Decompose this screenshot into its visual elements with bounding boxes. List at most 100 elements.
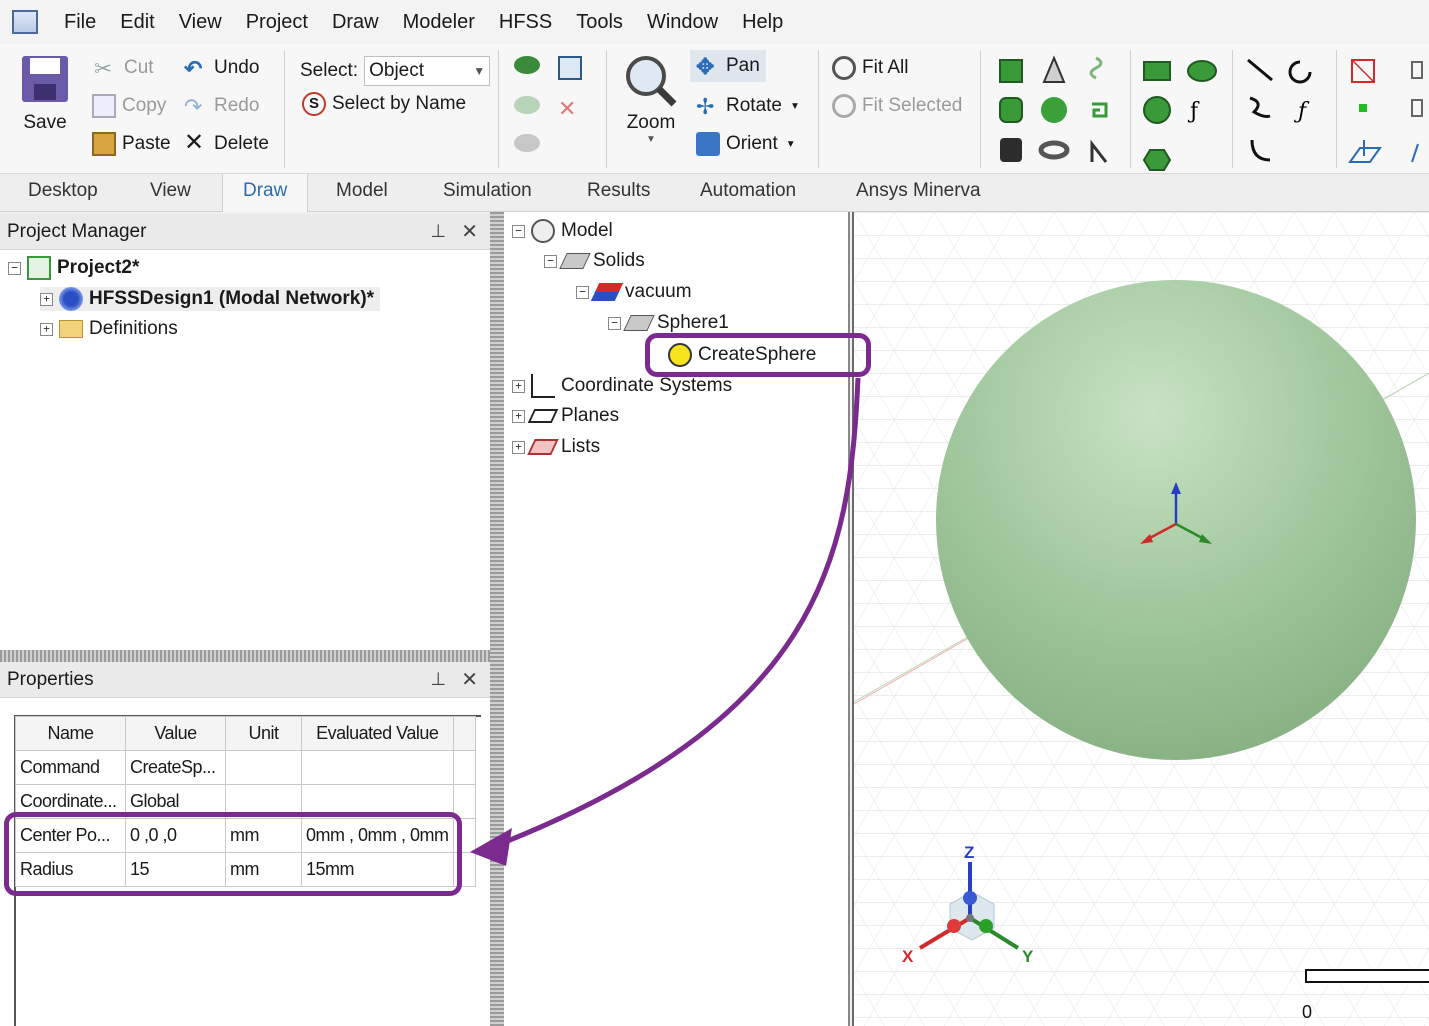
- tree-item-createsphere[interactable]: CreateSphere: [668, 343, 816, 367]
- tab-draw[interactable]: Draw: [222, 174, 309, 212]
- equation-surface-icon[interactable]: ƒ: [1187, 99, 1200, 124]
- collapse-icon[interactable]: −: [8, 261, 21, 275]
- spiral-icon[interactable]: [1092, 102, 1108, 118]
- bondwire-icon[interactable]: [1090, 139, 1108, 163]
- tree-item-sphere1[interactable]: − Sphere1: [608, 312, 729, 334]
- box-icon[interactable]: [999, 59, 1023, 83]
- menu-view[interactable]: View: [178, 10, 222, 33]
- region-icon[interactable]: [1351, 59, 1375, 83]
- center-arc-icon[interactable]: [1250, 139, 1271, 162]
- helix-icon[interactable]: [1089, 56, 1103, 80]
- equation-curve-icon[interactable]: ƒ: [1293, 99, 1310, 124]
- hide-all-icon[interactable]: ✕: [558, 96, 588, 121]
- tab-view[interactable]: View: [150, 180, 191, 201]
- fit-all-button[interactable]: Fit All: [832, 56, 908, 80]
- circle-icon[interactable]: [1143, 96, 1171, 124]
- select-by-name-button[interactable]: S Select by Name: [302, 92, 466, 116]
- partial-icon[interactable]: [1411, 61, 1423, 163]
- property-unit[interactable]: mm: [225, 818, 302, 853]
- property-value[interactable]: 15: [125, 852, 226, 887]
- menu-file[interactable]: File: [64, 10, 97, 33]
- menu-project[interactable]: Project: [245, 10, 308, 33]
- collapse-icon[interactable]: −: [512, 224, 525, 238]
- cylinder-icon[interactable]: [999, 97, 1023, 123]
- hide-selected-icon[interactable]: [514, 134, 546, 152]
- regular-polygon-icon[interactable]: [1142, 149, 1172, 171]
- redo-button[interactable]: ↷ Redo: [184, 94, 259, 119]
- select-dropdown[interactable]: Object ▼: [364, 56, 491, 86]
- plane-icon[interactable]: [1348, 140, 1382, 163]
- tree-item-coordinate-systems[interactable]: + Coordinate Systems: [512, 374, 732, 398]
- rotate-button[interactable]: ✢ Rotate ▼: [696, 94, 800, 119]
- show-all-icon[interactable]: [558, 56, 588, 80]
- polyhedron-icon[interactable]: [1000, 138, 1022, 162]
- tab-simulation[interactable]: Simulation: [443, 180, 532, 201]
- fit-selected-button[interactable]: Fit Selected: [832, 94, 962, 118]
- 3d-viewport[interactable]: Z X Y 0: [852, 212, 1429, 1026]
- show-icon[interactable]: [514, 56, 546, 74]
- pin-icon[interactable]: ⊥: [430, 221, 446, 241]
- pan-button[interactable]: ✥ Pan: [690, 50, 766, 82]
- view-cube-triad-icon[interactable]: [918, 862, 1020, 950]
- collapse-icon[interactable]: −: [544, 254, 557, 268]
- orient-button[interactable]: Orient ▼: [696, 132, 796, 156]
- undo-button[interactable]: ↶ Undo: [184, 56, 259, 81]
- property-unit[interactable]: mm: [225, 852, 302, 887]
- expand-icon[interactable]: +: [512, 379, 525, 393]
- line-icon[interactable]: [1247, 58, 1273, 82]
- vertical-splitter[interactable]: [490, 212, 504, 1026]
- tree-item-model[interactable]: − Model: [512, 219, 613, 243]
- sphere-icon[interactable]: [1041, 97, 1067, 123]
- app-icon[interactable]: [12, 10, 38, 34]
- column-header-evaluated-value[interactable]: Evaluated Value: [301, 716, 454, 751]
- hide-icon[interactable]: [514, 96, 546, 114]
- close-icon[interactable]: ✕: [461, 669, 478, 691]
- tree-item-lists[interactable]: + Lists: [512, 436, 600, 458]
- zoom-button[interactable]: Zoom ▼: [624, 54, 678, 145]
- cone-icon[interactable]: [1042, 55, 1066, 83]
- collapse-icon[interactable]: −: [576, 285, 589, 299]
- save-button[interactable]: Save: [20, 54, 70, 134]
- tab-model[interactable]: Model: [336, 180, 388, 201]
- tree-item-project[interactable]: − Project2*: [8, 256, 139, 280]
- tab-results[interactable]: Results: [587, 180, 651, 201]
- point-icon[interactable]: [1359, 104, 1367, 112]
- menu-draw[interactable]: Draw: [331, 10, 379, 33]
- expand-icon[interactable]: +: [40, 292, 53, 306]
- menu-window[interactable]: Window: [646, 10, 719, 33]
- rotate-icon: ✢: [696, 94, 715, 119]
- close-icon[interactable]: ✕: [461, 221, 478, 243]
- arc-icon[interactable]: [1288, 60, 1312, 84]
- expand-icon[interactable]: +: [512, 409, 525, 423]
- rectangle-icon[interactable]: [1143, 61, 1171, 81]
- menu-modeler[interactable]: Modeler: [402, 10, 475, 33]
- expand-icon[interactable]: +: [512, 440, 525, 454]
- menu-edit[interactable]: Edit: [120, 10, 155, 33]
- tree-item-planes[interactable]: + Planes: [512, 405, 619, 427]
- menu-hfss[interactable]: HFSS: [498, 10, 553, 33]
- menu-tools[interactable]: Tools: [576, 10, 623, 33]
- horizontal-splitter[interactable]: [0, 650, 490, 662]
- table-row[interactable]: Command CreateSp...: [15, 750, 476, 785]
- tab-desktop[interactable]: Desktop: [28, 180, 98, 201]
- menu-help[interactable]: Help: [742, 10, 784, 33]
- torus-icon[interactable]: [1038, 140, 1070, 160]
- ellipse-icon[interactable]: [1187, 60, 1217, 82]
- table-row[interactable]: Center Po... 0 ,0 ,0 mm 0mm , 0mm , 0mm: [15, 818, 476, 853]
- tree-item-vacuum[interactable]: − vacuum: [576, 281, 692, 303]
- property-value[interactable]: CreateSp...: [125, 750, 226, 785]
- tab-automation[interactable]: Automation: [700, 180, 797, 201]
- pin-icon[interactable]: ⊥: [430, 669, 446, 689]
- tree-item-definitions[interactable]: + Definitions: [40, 318, 178, 340]
- expand-icon[interactable]: +: [40, 322, 53, 336]
- spline-icon[interactable]: [1249, 96, 1271, 118]
- tree-item-design[interactable]: + HFSSDesign1 (Modal Network)*: [40, 287, 381, 311]
- collapse-icon[interactable]: −: [608, 316, 621, 330]
- cut-button[interactable]: ✂ Cut: [94, 56, 154, 81]
- paste-button[interactable]: Paste: [92, 132, 171, 156]
- delete-button[interactable]: ✕ Delete: [184, 131, 269, 156]
- column-header-name[interactable]: Name: [15, 716, 126, 751]
- tab-ansys-minerva[interactable]: Ansys Minerva: [856, 180, 981, 201]
- copy-button[interactable]: Copy: [92, 94, 166, 118]
- tree-item-solids[interactable]: − Solids: [544, 250, 645, 272]
